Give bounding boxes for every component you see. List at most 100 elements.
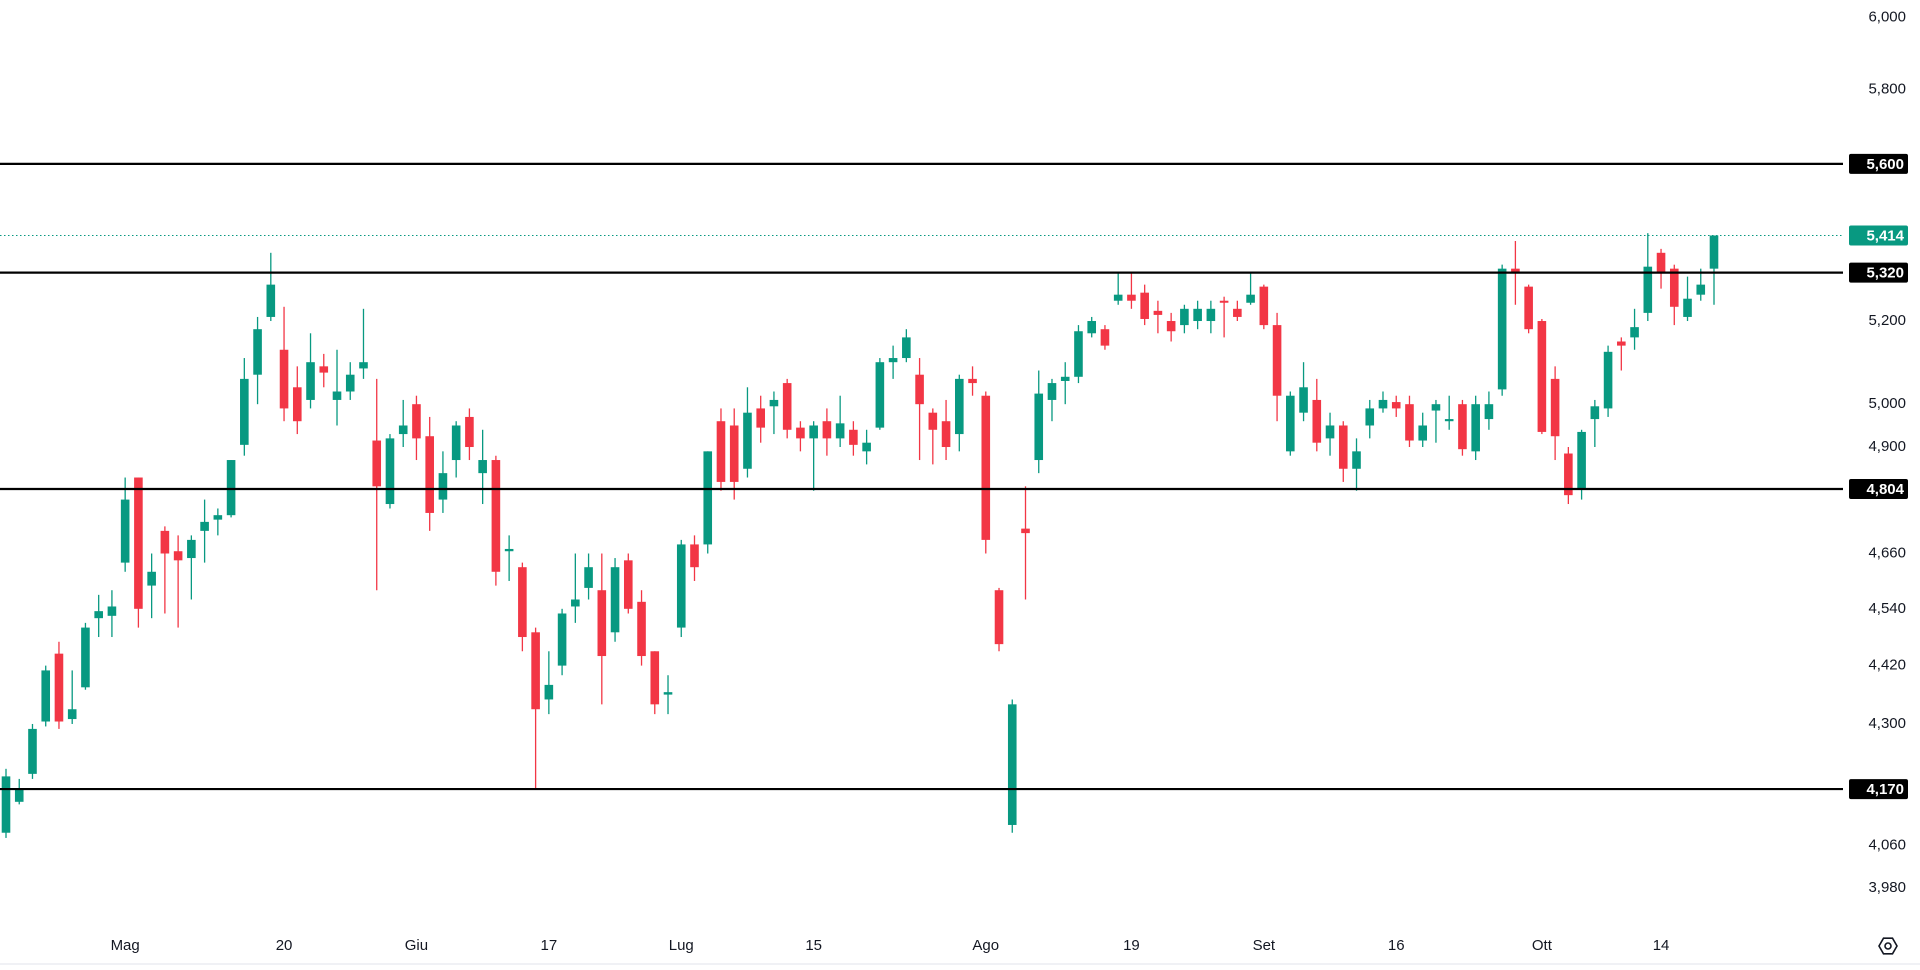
candle-body	[1709, 235, 1719, 269]
y-tick-label: 5,800	[1868, 80, 1906, 97]
y-tick-label: 4,060	[1868, 837, 1906, 854]
x-tick-label: Ago	[972, 937, 999, 954]
candle-body	[955, 378, 964, 435]
candle-body	[478, 460, 487, 474]
y-tick-label: 5,000	[1868, 395, 1906, 412]
candle-body	[226, 460, 236, 516]
last-price-label: 5,414	[1866, 227, 1904, 244]
candle-body	[359, 362, 368, 369]
candle-body	[531, 632, 540, 710]
candle-body	[1007, 704, 1017, 825]
candle-body	[822, 421, 832, 439]
candle-body	[796, 427, 805, 439]
candle-body	[1418, 425, 1428, 441]
y-tick-label: 3,980	[1868, 879, 1906, 896]
candle-body	[266, 284, 276, 317]
candle-body	[769, 399, 779, 407]
candle-body	[240, 378, 249, 445]
candle-body	[319, 366, 329, 373]
candle-body	[1696, 284, 1706, 295]
candle-body	[1074, 331, 1083, 377]
candle-body	[981, 395, 991, 540]
level-label: 5,600	[1866, 156, 1904, 173]
candle-body	[1127, 294, 1136, 301]
candle-body	[968, 378, 977, 384]
candle-body	[28, 728, 37, 774]
x-tick-label: 20	[276, 937, 293, 954]
x-tick-label: 17	[541, 937, 558, 954]
x-tick-label: Giu	[405, 937, 428, 954]
x-tick-label: Mag	[111, 937, 140, 954]
candle-body	[1431, 404, 1441, 411]
y-tick-label: 4,900	[1868, 438, 1906, 455]
candle-body	[1113, 294, 1123, 301]
candle-body	[1166, 321, 1176, 332]
candle-body	[1458, 404, 1467, 450]
candle-body	[94, 611, 103, 619]
settings-center	[1884, 942, 1892, 950]
candle-body	[14, 789, 24, 802]
candle-body	[1444, 419, 1454, 422]
level-label: 4,170	[1866, 781, 1904, 798]
candle-body	[663, 692, 673, 695]
candle-body	[187, 539, 196, 559]
candle-body	[1233, 308, 1242, 317]
candle-body	[637, 601, 646, 657]
candle-body	[1259, 286, 1269, 326]
candle-body	[557, 613, 567, 666]
candle-body	[81, 627, 90, 688]
candle-body	[584, 567, 593, 588]
candle-body	[571, 599, 580, 607]
x-tick-label: Lug	[669, 937, 694, 954]
candle-body	[1021, 528, 1030, 534]
candle-body	[928, 412, 938, 430]
candle-body	[438, 473, 448, 500]
candle-body	[849, 429, 858, 445]
candle-body	[292, 387, 302, 422]
candle-body	[782, 383, 792, 430]
candle-body	[1312, 399, 1322, 443]
candle-body	[491, 460, 501, 572]
x-tick-label: 15	[805, 937, 822, 954]
candle-body	[1630, 327, 1639, 338]
candle-body	[67, 709, 77, 720]
candle-body	[173, 551, 183, 561]
candle-body	[756, 408, 765, 428]
candle-body	[1497, 268, 1507, 390]
candle-body	[1524, 286, 1533, 330]
level-label: 4,804	[1866, 481, 1904, 498]
candle-body	[504, 548, 514, 552]
candle-body	[862, 442, 871, 452]
candle-body	[253, 329, 262, 375]
candle-body	[1180, 308, 1189, 326]
candle-body	[160, 530, 170, 554]
candle-body	[372, 440, 382, 487]
candle-body	[1047, 383, 1057, 400]
candle-body	[676, 544, 686, 628]
y-tick-label: 6,000	[1868, 9, 1906, 26]
candle-body	[544, 684, 554, 700]
settings-icon[interactable]	[1878, 937, 1898, 955]
candle-body	[994, 590, 1004, 645]
level-label-box	[1849, 262, 1908, 283]
candle-body	[1378, 399, 1388, 409]
candle-body	[1272, 325, 1282, 396]
candle-body	[518, 567, 527, 638]
candle-body	[1603, 351, 1613, 409]
y-tick-label: 4,420	[1868, 657, 1906, 674]
candle-body	[1338, 425, 1348, 469]
candle-body	[134, 477, 143, 609]
candle-body	[398, 425, 408, 435]
candle-body	[690, 544, 699, 568]
candle-body	[1669, 268, 1679, 307]
y-tick-label: 4,660	[1868, 544, 1906, 561]
level-label-box	[1849, 478, 1908, 499]
x-tick-label: 14	[1653, 937, 1670, 954]
candle-body	[465, 416, 474, 448]
x-tick-label: Set	[1253, 937, 1276, 954]
candle-body	[835, 423, 845, 439]
y-tick-label: 5,200	[1868, 312, 1906, 329]
candle-body	[279, 349, 289, 409]
candle-body	[1325, 425, 1335, 439]
